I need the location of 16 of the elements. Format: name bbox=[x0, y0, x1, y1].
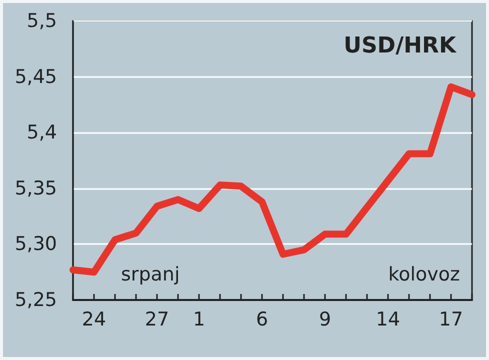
x-tick-label: 1 bbox=[192, 308, 206, 330]
x-tick-label: 27 bbox=[144, 308, 170, 330]
x-tick-label: 6 bbox=[256, 308, 268, 330]
y-tick-label: 5,45 bbox=[14, 66, 57, 88]
annotation: srpanj bbox=[121, 264, 180, 286]
x-tick-label: 14 bbox=[376, 308, 400, 330]
x-tick-label: 17 bbox=[438, 308, 464, 330]
y-tick-label: 5,35 bbox=[14, 177, 57, 200]
y-tick-label: 5,5 bbox=[26, 10, 57, 32]
y-tick-label: 5,30 bbox=[14, 233, 57, 256]
annotation: kolovoz bbox=[388, 264, 460, 286]
text: USD/HRK bbox=[344, 34, 457, 58]
x-tick-label: 9 bbox=[318, 308, 332, 330]
x-tick-label: 24 bbox=[82, 308, 106, 330]
y-tick-label: 5,4 bbox=[26, 122, 57, 144]
y-tick-label: 5,25 bbox=[14, 289, 57, 311]
